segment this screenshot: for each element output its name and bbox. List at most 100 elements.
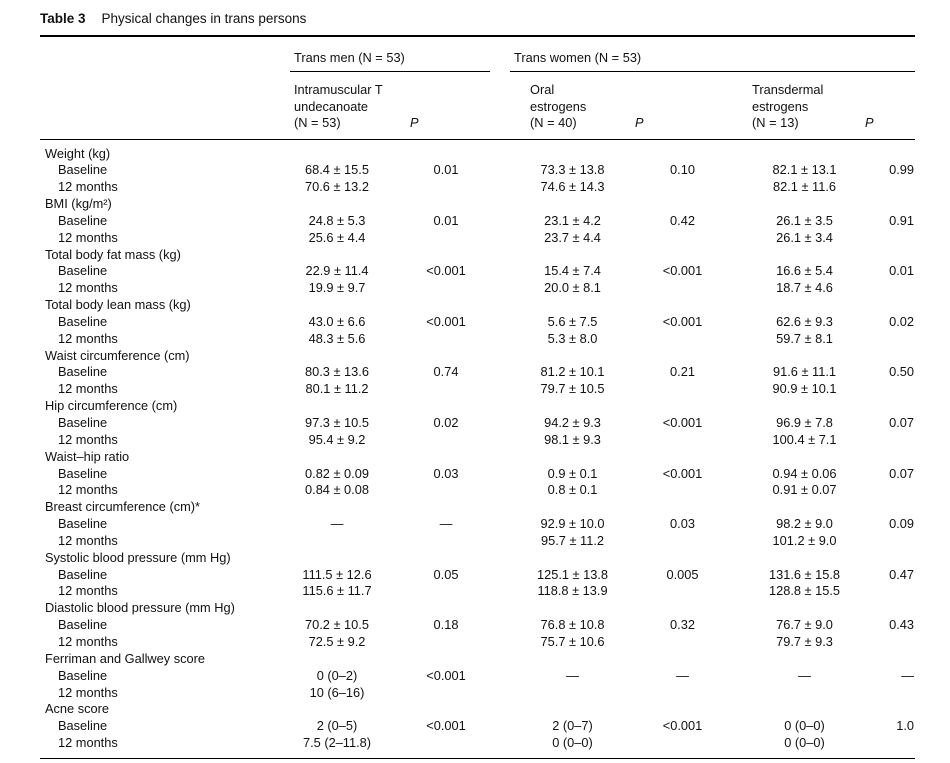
value-cell: 19.9 ± 9.7 [308,280,366,296]
p-value-cell: <0.001 [662,718,703,734]
value-cell: 79.7 ± 9.3 [776,633,833,649]
p-value-cell [635,735,730,758]
table-row: Baseline 22.9 ± 11.4 <0.001 15.4 ± 7.4 <0.00… [40,263,915,280]
value-cell: 24.8 ± 5.3 [308,212,366,228]
value-cell: 70.6 ± 13.2 [305,179,369,195]
value-cell [290,533,410,550]
p-value-cell: <0.001 [662,313,703,329]
p-value-cell [410,685,510,702]
value-cell: 0.82 ± 0.09 [305,465,369,481]
value-cell: 26.1 ± 3.4 [776,229,833,245]
section-header-row: Diastolic blood pressure (mm Hg) [40,600,915,617]
value-cell: 2 (0–5) [316,718,358,734]
table-row: 12 months 25.6 ± 4.4 23.7 ± 4.4 26.1 ± 3.4 [40,230,915,247]
row-label: Baseline [58,718,108,734]
column-header-intramuscular-t: Intramuscular T undecanoate (N = 53) [290,72,410,140]
value-cell: 43.0 ± 6.6 [308,313,366,329]
value-cell: 96.9 ± 7.8 [776,415,833,430]
p-value-cell [865,533,915,550]
value-cell: 0 (0–0) [784,718,825,734]
p-value-cell [410,230,510,247]
section-header-row: Total body fat mass (kg) [40,247,915,264]
p-value-cell [865,432,915,449]
p-value-cell: <0.001 [426,263,466,279]
p-value-cell [865,230,915,247]
section-header-row: Ferriman and Gallwey score [40,651,915,668]
value-cell: 22.9 ± 11.4 [305,263,369,279]
section-name: Systolic blood pressure (mm Hg) [45,549,231,565]
value-cell: 131.6 ± 15.8 [768,566,841,582]
p-value-cell [635,381,730,398]
value-cell: — [566,667,579,683]
row-label: 12 months [58,583,118,599]
p-value-cell: 0.01 [433,212,459,228]
value-cell: 0 (0–0) [784,735,825,751]
p-value-cell [410,432,510,449]
section-header-row: Weight (kg) [40,139,915,162]
p-value-cell: — [901,667,915,683]
table-row: Baseline 24.8 ± 5.3 0.01 23.1 ± 4.2 0.42 26.1… [40,213,915,230]
table-row: 12 months 115.6 ± 11.7 118.8 ± 13.9 128.8 ±… [40,583,915,600]
p-value-cell: <0.001 [426,667,466,683]
p-value-cell [635,634,730,651]
p-value-cell: <0.001 [662,415,703,430]
group-header-trans-men: Trans men (N = 53) [290,37,510,72]
value-cell: — [798,667,811,683]
p-value-cell: <0.001 [662,263,703,279]
value-cell: 94.2 ± 9.3 [544,415,601,430]
p-value-column-header: P [865,72,916,140]
p-value-cell: 0.01 [889,263,915,279]
p-value-cell: — [676,667,689,683]
p-value-cell: — [439,516,453,532]
row-label: Baseline [58,162,108,178]
table-row: Baseline 2 (0–5) <0.001 2 (0–7) <0.001 0 (0–0… [40,718,915,735]
value-cell: 115.6 ± 11.7 [302,583,372,599]
row-label: 12 months [58,381,118,397]
p-value-cell [635,533,730,550]
p-value-cell [635,331,730,348]
section-header-row: Hip circumference (cm) [40,398,915,415]
p-value-cell: 0.18 [433,617,459,633]
table-row: 12 months 19.9 ± 9.7 20.0 ± 8.1 18.7 ± 4.6 [40,280,915,297]
value-cell [510,685,635,702]
value-cell: 68.4 ± 15.5 [305,162,369,178]
p-value-cell [635,179,730,196]
value-cell: 101.2 ± 9.0 [772,532,837,548]
value-cell: 59.7 ± 8.1 [776,330,833,346]
value-cell: 18.7 ± 4.6 [776,280,833,296]
row-label: Baseline [58,516,108,532]
section-header-row: Acne score [40,701,915,718]
value-cell: 48.3 ± 5.6 [308,330,366,346]
row-label: 12 months [58,735,118,751]
row-label: 12 months [58,633,118,649]
value-cell: 72.5 ± 9.2 [308,633,366,649]
p-value-cell [865,179,915,196]
value-cell: 73.3 ± 13.8 [540,162,605,178]
section-header-row: BMI (kg/m²) [40,196,915,213]
p-value-cell [410,381,510,398]
p-value-cell [410,735,510,758]
p-value-cell: 0.50 [889,364,915,380]
p-value-cell: 0.10 [670,162,695,178]
value-cell: 0.91 ± 0.07 [772,482,837,498]
p-value-cell: 0.43 [889,617,915,633]
table-row: Baseline — — 92.9 ± 10.0 0.03 98.2 ± 9.0 0.09 [40,516,915,533]
p-value-cell [410,179,510,196]
table-row: Baseline 97.3 ± 10.5 0.02 94.2 ± 9.3 <0.001 9… [40,415,915,432]
table-row: Baseline 0 (0–2) <0.001 — — — — [40,668,915,685]
p-value-cell: 0.07 [889,415,915,430]
p-value-cell: 0.42 [670,212,695,228]
p-value-cell: 0.02 [433,415,459,430]
value-cell: 79.7 ± 10.5 [540,381,605,397]
value-cell: 76.7 ± 9.0 [776,617,833,633]
value-cell: 80.3 ± 13.6 [305,364,369,380]
value-cell: 118.8 ± 13.9 [537,583,608,599]
value-cell: 74.6 ± 14.3 [540,179,605,195]
group-trans-women-label: Trans women (N = 53) [510,50,916,72]
table-row: Baseline 80.3 ± 13.6 0.74 81.2 ± 10.1 0.21 91… [40,364,915,381]
table-row: 12 months 95.4 ± 9.2 98.1 ± 9.3 100.4 ± 7.1 [40,432,915,449]
row-label: 12 months [58,532,118,548]
value-cell: 2 (0–7) [552,718,593,734]
table-caption: Table 3 Physical changes in trans persons [40,10,915,37]
